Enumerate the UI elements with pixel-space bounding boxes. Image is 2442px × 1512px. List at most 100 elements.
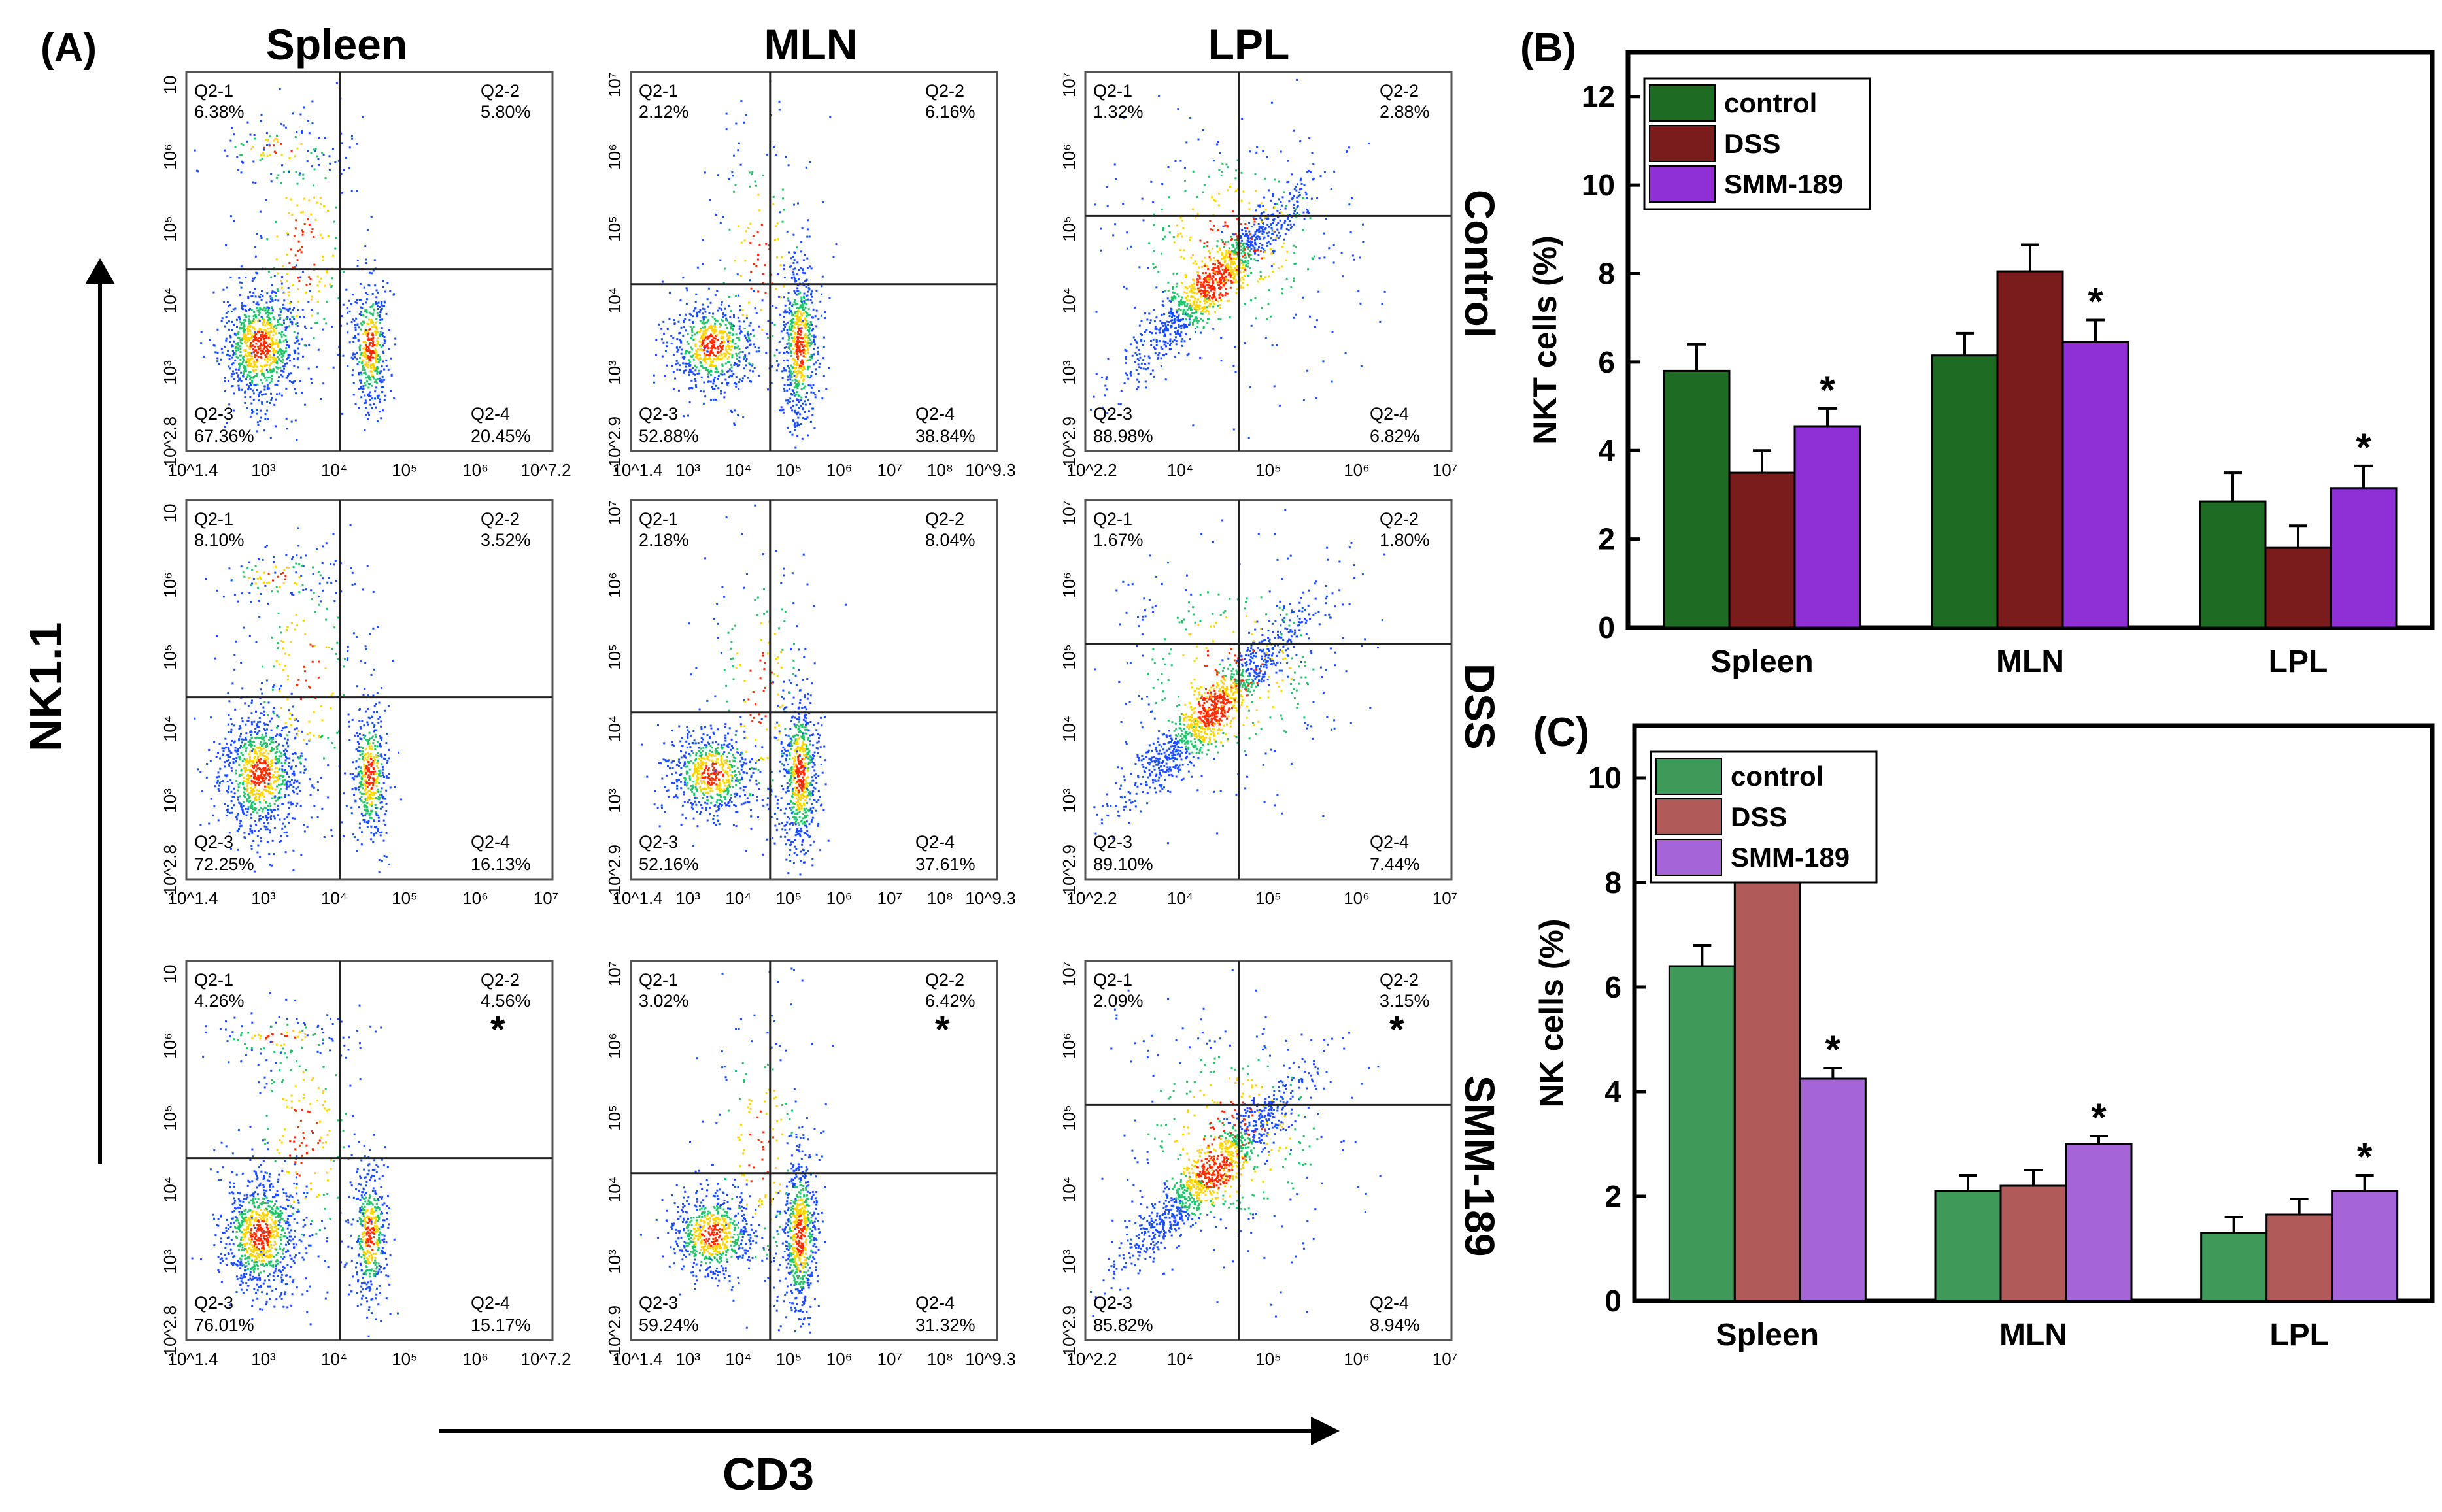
event-dot [254,315,257,318]
event-dot [1293,207,1295,209]
event-dot [297,301,300,303]
event-dot [282,340,285,343]
event-dot [279,348,281,351]
event-dot [789,431,792,433]
event-dot [329,162,331,165]
event-dot [1132,336,1135,339]
event-dot [807,334,810,337]
event-dot [1246,234,1249,237]
event-dot [687,352,690,355]
event-dot [301,130,303,133]
event-dot [807,308,810,311]
event-dot [1348,146,1350,149]
event-dot [237,384,240,387]
event-dot [698,331,701,334]
event-dot [807,348,809,350]
event-dot [1208,256,1211,259]
event-dot [231,356,233,359]
event-dot [791,322,794,324]
event-dot [800,375,803,377]
event-dot [380,346,382,348]
event-dot [1153,375,1155,378]
event-dot [255,778,258,781]
event-dot [1206,309,1208,312]
event-dot [722,316,724,318]
event-dot [704,329,707,332]
event-dot [372,312,375,315]
event-dot [1278,212,1281,214]
event-dot [280,122,282,125]
event-dot [257,337,260,339]
event-dot [298,280,301,282]
event-dot [262,771,264,773]
event-dot [239,154,242,156]
event-dot [260,235,262,237]
quadrant-q2-3-value: 88.98% [1093,426,1153,446]
event-dot [261,333,263,336]
event-dot [290,198,292,201]
event-dot [1188,285,1191,288]
event-dot [815,289,818,292]
event-dot [723,391,726,394]
event-dot [1295,186,1297,188]
event-dot [233,220,235,222]
event-dot [1153,250,1155,252]
event-dot [309,283,311,286]
event-dot [269,369,271,372]
event-dot [713,357,715,360]
event-dot [702,349,704,352]
event-dot [702,402,705,405]
event-dot [701,349,704,352]
event-dot [1283,238,1285,241]
event-dot [313,235,315,238]
event-dot [1242,247,1245,250]
event-dot [702,319,705,322]
event-dot [384,394,386,397]
event-dot [252,160,255,163]
event-dot [821,397,824,400]
event-dot [1170,310,1172,312]
event-dot [362,387,365,390]
event-dot [1220,337,1223,339]
event-dot [813,343,816,346]
event-dot [1227,166,1229,169]
event-dot [292,309,294,311]
event-dot [299,762,302,765]
event-dot [381,307,383,310]
event-dot [248,338,250,341]
event-dot [1263,228,1266,231]
event-dot [1246,246,1249,249]
event-dot [1142,359,1145,361]
event-dot [688,359,690,361]
event-dot [1236,159,1239,161]
event-dot [279,311,282,313]
event-dot [224,765,226,768]
event-dot [247,330,249,333]
event-dot [1203,281,1206,284]
event-dot [376,302,379,305]
event-dot [280,335,283,338]
event-dot [244,334,246,337]
event-dot [1316,197,1319,199]
event-dot [801,363,804,365]
event-dot [1180,331,1183,334]
event-dot [796,323,798,325]
event-dot [796,358,799,361]
event-dot [708,326,711,328]
event-dot [680,326,683,329]
event-dot [707,336,710,339]
event-dot [239,326,241,329]
event-dot [804,400,806,403]
event-dot [666,364,668,367]
event-dot [254,369,257,372]
event-dot [790,406,792,409]
event-dot [363,366,365,369]
plot-frame [185,499,554,881]
event-dot [721,346,723,348]
event-dot [311,314,313,317]
event-dot [217,819,220,822]
event-dot [229,367,231,370]
event-dot [251,335,253,337]
event-dot [287,287,290,289]
event-dot [263,146,265,149]
